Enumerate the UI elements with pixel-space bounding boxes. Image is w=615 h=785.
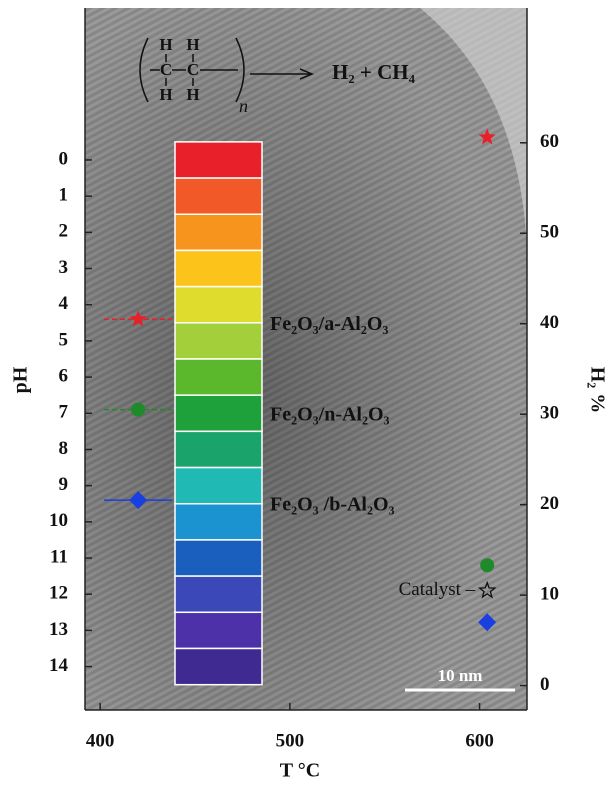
y-axis-label: pH: [10, 366, 32, 393]
point: [129, 491, 148, 510]
y2-tick-label: 60: [540, 131, 559, 152]
x-tick-label: 400: [86, 730, 115, 751]
x-tick-label: 600: [465, 730, 494, 751]
y-tick-label: 6: [59, 365, 69, 386]
atom: C: [160, 60, 172, 79]
point: [477, 580, 497, 599]
color-bar-box: [174, 539, 263, 577]
x-axis-label: T °C: [280, 760, 320, 782]
y-tick-label: 1: [59, 185, 69, 206]
bracket: [139, 37, 245, 103]
y-tick-label: 4: [59, 293, 69, 314]
series-label: Fe₂O₃ /b-Al₂O₃: [270, 494, 395, 516]
color-bar-box: [174, 177, 263, 216]
y2-tick-label: 20: [540, 493, 559, 514]
y-tick-label: 11: [50, 546, 68, 567]
y-tick-label: 10: [49, 510, 68, 531]
color-bar-box: [174, 430, 263, 469]
atom: C: [187, 60, 199, 79]
scale-bar-label: 10 nm: [438, 666, 483, 685]
y-tick-label: 5: [59, 329, 69, 350]
y-tick-label: 12: [49, 583, 68, 604]
y2-tick-label: 30: [540, 403, 559, 424]
y-tick-label: 0: [59, 148, 69, 169]
y2-tick-label: 0: [540, 674, 550, 695]
subscript: n: [239, 96, 248, 116]
catalyst-label: Catalyst –: [399, 579, 476, 600]
y-tick-label: 14: [49, 655, 69, 676]
color-bar-box: [174, 575, 263, 614]
color-bar-box: [174, 141, 263, 179]
x-tick-label: 500: [276, 730, 305, 751]
color-bar-box: [174, 213, 263, 252]
point: [480, 558, 495, 573]
color-bar-box: [174, 502, 263, 541]
point: [131, 402, 146, 417]
atom: H: [159, 85, 172, 104]
products: H₂ + CH₄: [332, 60, 416, 84]
y-tick-label: 3: [59, 257, 69, 278]
color-bar-box: [174, 647, 263, 686]
color-bar-box: [174, 285, 263, 324]
y-tick-label: 13: [49, 619, 68, 640]
y2-axis-label: H₂ %: [586, 367, 608, 414]
color-bar-box: [174, 322, 263, 360]
atom: H: [159, 35, 172, 54]
bright-region: [420, 8, 527, 250]
color-bar-box: [174, 466, 263, 505]
atom: H: [186, 85, 199, 104]
y2-tick-label: 10: [540, 583, 559, 604]
y-tick-label: 2: [59, 221, 69, 242]
y2-tick-label: 50: [540, 222, 559, 243]
point: [129, 310, 147, 327]
reaction-scheme: H H C C H H n H₂ + CH₄: [139, 35, 416, 116]
y2-tick-label: 40: [540, 312, 559, 333]
color-bar-box: [174, 394, 263, 433]
y-tick-label: 9: [59, 474, 69, 495]
series-label: Fe₂O₃/n-Al₂O₃: [270, 403, 390, 425]
color-bar-box: [174, 358, 263, 396]
lattice-fringes: [85, 8, 527, 710]
color-bar-box: [174, 249, 263, 288]
point: [478, 128, 496, 145]
atom: H: [186, 35, 199, 54]
y-tick-label: 7: [59, 402, 69, 423]
arrow-head: [299, 68, 314, 80]
series-label: Fe₂O₃/a-Al₂O₃: [270, 313, 388, 335]
point: [478, 613, 497, 632]
color-bar-box: [174, 611, 263, 650]
y-tick-label: 8: [59, 438, 69, 459]
